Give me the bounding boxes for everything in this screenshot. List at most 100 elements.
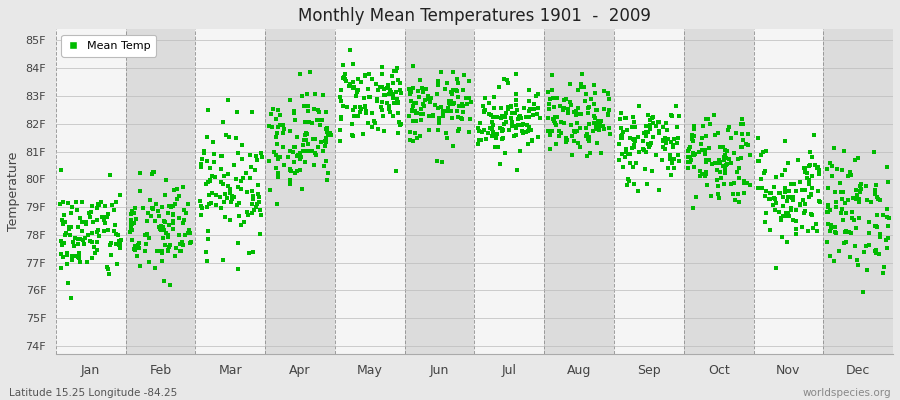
Point: [710, 167, 724, 174]
Point: [423, 99, 437, 105]
Point: [374, 99, 389, 106]
Point: [166, 210, 180, 217]
Point: [498, 114, 512, 120]
Point: [385, 90, 400, 97]
Point: [559, 138, 573, 145]
Point: [394, 90, 409, 96]
Point: [154, 248, 168, 255]
Point: [687, 133, 701, 139]
Point: [724, 160, 739, 167]
Point: [429, 91, 444, 97]
Point: [828, 198, 842, 205]
Point: [340, 103, 355, 110]
Point: [422, 127, 436, 134]
Point: [381, 85, 395, 92]
Point: [803, 162, 817, 168]
Point: [509, 107, 524, 113]
Point: [161, 210, 176, 216]
Point: [78, 234, 93, 241]
Point: [311, 107, 326, 114]
Point: [412, 133, 427, 140]
Point: [436, 113, 451, 119]
Point: [562, 99, 577, 106]
Point: [729, 130, 743, 137]
Point: [194, 156, 209, 162]
Point: [320, 109, 334, 116]
Point: [336, 103, 350, 110]
Point: [851, 262, 866, 268]
Point: [584, 96, 598, 102]
Point: [798, 169, 813, 175]
Point: [569, 112, 583, 119]
Point: [207, 151, 221, 157]
Point: [860, 266, 875, 273]
Point: [254, 211, 268, 218]
Point: [778, 138, 792, 144]
Point: [525, 137, 539, 144]
Point: [72, 250, 86, 256]
Point: [751, 157, 765, 164]
Point: [687, 123, 701, 130]
Point: [619, 149, 634, 155]
Point: [642, 144, 656, 150]
Point: [283, 177, 297, 184]
Point: [849, 225, 863, 231]
Point: [216, 257, 230, 263]
Point: [156, 234, 170, 241]
Point: [722, 124, 736, 130]
Point: [235, 156, 249, 162]
Point: [820, 239, 834, 245]
Point: [345, 132, 359, 138]
Point: [614, 110, 628, 116]
Point: [731, 156, 745, 162]
Point: [377, 92, 392, 98]
Point: [133, 263, 148, 270]
Point: [784, 204, 798, 211]
Point: [181, 230, 195, 236]
Point: [69, 252, 84, 259]
Point: [639, 132, 653, 139]
Bar: [824, 29, 893, 354]
Point: [138, 232, 152, 238]
Point: [645, 134, 660, 140]
Point: [791, 156, 806, 163]
Point: [140, 210, 155, 216]
Point: [692, 168, 706, 174]
Point: [168, 252, 183, 259]
Point: [358, 108, 373, 114]
Point: [718, 154, 733, 161]
Point: [663, 172, 678, 178]
Point: [683, 159, 698, 165]
Point: [596, 123, 610, 129]
Point: [162, 244, 176, 250]
Point: [626, 137, 641, 143]
Point: [251, 198, 266, 205]
Point: [698, 147, 712, 154]
Point: [589, 121, 603, 128]
Point: [307, 106, 321, 112]
Bar: [684, 29, 753, 354]
Point: [798, 201, 813, 208]
Point: [564, 122, 579, 128]
Point: [878, 237, 893, 243]
Point: [238, 219, 252, 226]
Point: [789, 207, 804, 213]
Point: [856, 289, 870, 296]
Point: [451, 126, 465, 132]
Point: [345, 121, 359, 128]
Point: [516, 122, 530, 128]
Point: [477, 108, 491, 114]
Point: [364, 124, 379, 130]
Point: [446, 91, 460, 98]
Point: [543, 96, 557, 102]
Point: [386, 80, 400, 86]
Y-axis label: Temperature: Temperature: [7, 152, 20, 232]
Point: [334, 115, 348, 122]
Point: [320, 127, 335, 133]
Point: [859, 182, 873, 189]
Point: [555, 107, 570, 114]
Point: [784, 181, 798, 188]
Point: [508, 110, 523, 116]
Point: [148, 218, 163, 224]
Point: [167, 200, 182, 207]
